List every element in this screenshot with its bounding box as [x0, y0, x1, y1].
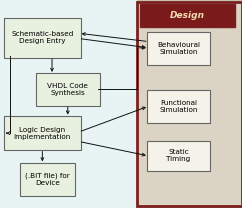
FancyBboxPatch shape	[4, 18, 81, 58]
FancyBboxPatch shape	[147, 32, 210, 65]
FancyBboxPatch shape	[147, 141, 210, 171]
Text: Logic Design
Implementation: Logic Design Implementation	[14, 127, 71, 140]
Text: Functional
Simulation: Functional Simulation	[159, 100, 198, 113]
FancyBboxPatch shape	[20, 163, 75, 196]
Text: (.BIT file) for
Device: (.BIT file) for Device	[25, 173, 69, 186]
FancyBboxPatch shape	[0, 0, 137, 208]
FancyBboxPatch shape	[137, 2, 242, 206]
Text: VHDL Code
Synthesis: VHDL Code Synthesis	[47, 83, 88, 96]
Text: Static
Timing: Static Timing	[166, 150, 191, 162]
FancyBboxPatch shape	[36, 73, 100, 106]
FancyBboxPatch shape	[147, 90, 210, 123]
Text: Design: Design	[170, 11, 205, 20]
FancyBboxPatch shape	[140, 4, 235, 27]
Text: Schematic-based
Design Entry: Schematic-based Design Entry	[11, 31, 74, 45]
FancyBboxPatch shape	[4, 116, 81, 150]
Text: Behavioural
Simulation: Behavioural Simulation	[157, 42, 200, 55]
